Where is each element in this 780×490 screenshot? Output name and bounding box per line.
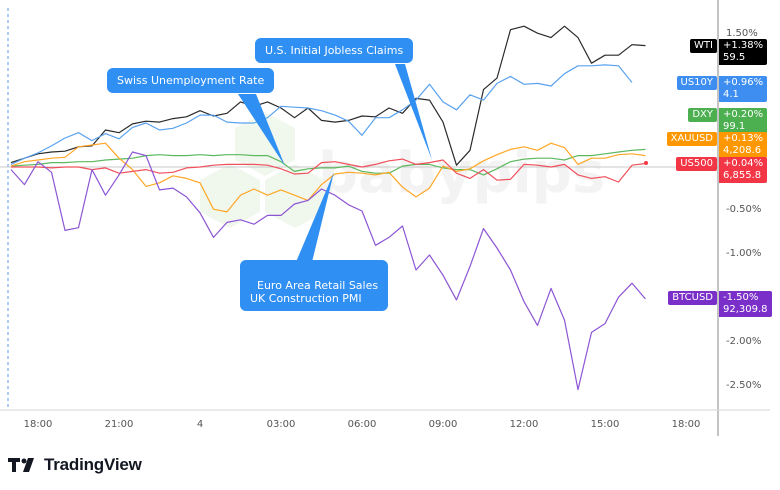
annotation-text: U.S. Initial Jobless Claims xyxy=(265,44,404,57)
y-tick-label: 1.50% xyxy=(726,28,758,39)
tradingview-logo-icon xyxy=(8,458,34,472)
x-tick-label: 18:00 xyxy=(23,419,53,430)
watermark: babypips xyxy=(200,112,605,228)
annotation-text: Euro Area Retail Sales UK Construction P… xyxy=(250,279,379,305)
annotation-us-jobless-claims[interactable]: U.S. Initial Jobless Claims xyxy=(255,38,414,63)
series-price: 6,855.8 xyxy=(723,170,762,181)
series-price: 4,208.6 xyxy=(723,145,762,156)
series-change: +0.96% xyxy=(723,77,764,88)
series-name-tag-us10y: US10Y xyxy=(676,76,717,90)
y-tick-label: -1.00% xyxy=(726,248,762,259)
series-value-tag-us10y: +0.96% 4.1 xyxy=(719,76,768,102)
x-tick-label: 15:00 xyxy=(590,419,620,430)
y-tick-label: -2.50% xyxy=(726,380,762,391)
x-tick-label: 21:00 xyxy=(104,419,134,430)
series-value-tag-xauusd: +0.13% 4,208.6 xyxy=(719,132,768,158)
logo-text: TradingView xyxy=(44,455,142,474)
series-change: +0.13% xyxy=(723,133,764,144)
series-value-tag-us500: +0.04% 6,855.8 xyxy=(719,157,768,183)
annotation-pointer-jobless xyxy=(395,64,432,160)
x-tick-label: 09:00 xyxy=(428,419,458,430)
series-value-tag-dxy: +0.20% 99.1 xyxy=(719,108,768,134)
x-tick-label: 4 xyxy=(196,419,204,430)
annotation-euro-retail-uk-pmi[interactable]: Euro Area Retail Sales UK Construction P… xyxy=(240,260,389,311)
series-value-tag-wti: +1.38% 59.5 xyxy=(719,39,768,65)
series-name-tag-wti: WTI xyxy=(690,39,717,53)
annotation-swiss-unemployment[interactable]: Swiss Unemployment Rate xyxy=(107,68,275,93)
series-name-tag-btcusd: BTCUSD xyxy=(668,291,717,305)
series-line-xauusd[interactable] xyxy=(10,142,646,213)
series-price: 4.1 xyxy=(723,89,739,100)
y-tick-label: -0.50% xyxy=(726,204,762,215)
series-name-tag-xauusd: XAUUSD xyxy=(666,132,717,146)
series-line-us500[interactable] xyxy=(11,158,646,183)
y-tick-label: -2.00% xyxy=(726,336,762,347)
series-line-dxy[interactable] xyxy=(10,148,646,176)
annotation-pointer-swiss xyxy=(238,94,285,166)
annotation-pointer-euro xyxy=(296,172,334,262)
x-tick-label: 06:00 xyxy=(347,419,377,430)
series-name-tag-dxy: DXY xyxy=(688,108,717,122)
us500-last-point xyxy=(644,161,648,165)
series-price: 59.5 xyxy=(723,52,746,63)
series-change: -1.50% xyxy=(723,292,759,303)
series-name-tag-us500: US500 xyxy=(676,157,717,171)
tradingview-logo[interactable]: TradingView xyxy=(8,455,142,475)
series-line-wti[interactable] xyxy=(10,25,646,166)
series-price: 92,309.8 xyxy=(723,304,768,315)
x-tick-label: 18:00 xyxy=(671,419,701,430)
series-change: +0.20% xyxy=(723,109,764,120)
x-tick-label: 12:00 xyxy=(509,419,539,430)
series-value-tag-btcusd: -1.50% 92,309.8 xyxy=(719,291,772,317)
series-line-us10y[interactable] xyxy=(10,64,633,165)
annotation-text: Swiss Unemployment Rate xyxy=(117,74,265,87)
series-change: +1.38% xyxy=(723,40,764,51)
series-change: +0.04% xyxy=(723,158,764,169)
x-tick-label: 03:00 xyxy=(266,419,296,430)
series-price: 99.1 xyxy=(723,121,746,132)
